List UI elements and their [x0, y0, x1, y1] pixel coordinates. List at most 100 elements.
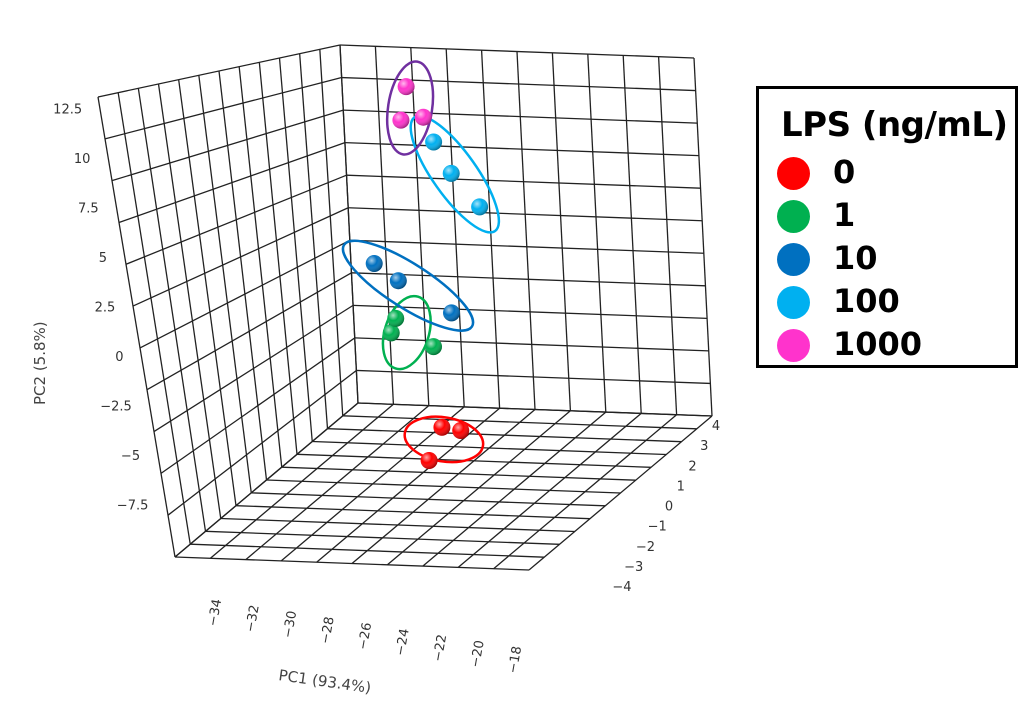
y-tick-label: −2.5: [100, 400, 132, 415]
data-point-shade: [443, 304, 460, 322]
grid-line: [551, 52, 572, 411]
y-tick-label: 0: [115, 350, 123, 365]
legend-swatch: [777, 200, 810, 233]
data-points: [365, 78, 489, 469]
group-ellipse-10: [341, 239, 475, 332]
grid-line: [319, 49, 344, 416]
grid-line: [146, 272, 352, 391]
data-point-shade: [425, 133, 443, 151]
x-tick-label: −18: [506, 645, 526, 675]
z-tick-label: −4: [612, 580, 631, 595]
data-point-shade: [397, 78, 415, 96]
grid-line: [153, 304, 354, 433]
grid-line: [238, 66, 283, 468]
grid-line: [657, 56, 678, 415]
grid-line: [493, 414, 678, 570]
legend-item-3: 100: [777, 282, 997, 322]
group-ellipses: [341, 60, 501, 464]
grid-line: [339, 44, 695, 59]
grid-line: [353, 304, 708, 320]
grid-line: [280, 406, 465, 562]
grid-line: [97, 96, 176, 558]
x-tick-label: −28: [318, 616, 338, 646]
y-tick-label: 10: [74, 152, 91, 167]
y-tick-label: 5: [99, 251, 107, 266]
legend-item-0: 0: [777, 153, 997, 193]
grid-line: [587, 54, 607, 413]
grid-line: [693, 57, 713, 417]
y-tick-label: −7.5: [117, 498, 149, 513]
grid-line: [316, 407, 501, 563]
grid-line: [218, 70, 268, 481]
legend-label: 1: [833, 196, 856, 234]
y-tick-label: 12.5: [53, 103, 82, 118]
grid-line: [356, 369, 711, 385]
z-tick-label: −3: [624, 560, 643, 575]
data-point-shade: [442, 164, 460, 182]
grid-line: [198, 75, 252, 493]
data-point-shade: [365, 255, 383, 272]
group-ellipse-100: [409, 114, 501, 234]
z-tick-label: 1: [677, 479, 685, 494]
grid-line: [351, 409, 536, 564]
x-tick-label: −34: [206, 598, 226, 628]
z-tick-label: 4: [712, 419, 720, 434]
grid-line: [178, 79, 237, 506]
data-point-shade: [471, 198, 489, 216]
legend-label: 0: [833, 153, 856, 191]
legend-item-2: 10: [777, 239, 997, 279]
group-ellipse-0: [403, 415, 485, 464]
data-point-shade: [433, 418, 451, 436]
grid-line: [344, 141, 699, 157]
z-tick-label: 0: [665, 500, 673, 515]
data-point-shade: [392, 111, 410, 129]
grid-line: [351, 272, 706, 287]
legend-swatch: [777, 329, 810, 362]
x-tick-label: −24: [393, 627, 413, 657]
data-point-shade: [387, 309, 405, 327]
z-tick-label: −1: [648, 520, 667, 535]
grid-line: [341, 76, 696, 92]
legend: LPS (ng/mL) 0 1 10 100 1000: [756, 86, 1018, 368]
grid-line: [622, 55, 642, 414]
group-ellipse-1000: [385, 60, 435, 156]
grid-line: [160, 337, 356, 474]
x-tick-label: −20: [468, 639, 488, 669]
legend-swatch: [777, 157, 810, 190]
grid-line: [386, 410, 571, 566]
x-tick-label: −26: [356, 621, 376, 651]
grid-line: [457, 412, 642, 568]
grid-line: [445, 48, 465, 407]
grid-line: [354, 337, 709, 352]
z-tick-label: 2: [688, 459, 696, 474]
y-tick-label: 2.5: [95, 301, 116, 316]
grid-line: [104, 76, 342, 140]
grid-line: [132, 207, 349, 307]
grid-line: [516, 51, 536, 410]
grid-line: [348, 207, 703, 222]
grid-line: [339, 44, 359, 404]
grid-line: [117, 92, 191, 545]
legend-label: 1000: [833, 325, 923, 363]
x-tick-label: −32: [243, 604, 263, 634]
grid-line: [118, 142, 346, 224]
grid: [97, 44, 713, 571]
legend-label: 10: [833, 239, 878, 277]
grid-line: [209, 403, 394, 559]
grid-line: [349, 239, 704, 254]
grid-line: [422, 411, 607, 567]
grid-line: [346, 174, 701, 189]
grid-line: [410, 47, 430, 406]
y-tick-label: −5: [121, 449, 140, 464]
y-axis-title: PC2 (5.8%): [31, 321, 49, 405]
grid-line: [245, 405, 430, 561]
data-point-shade: [452, 422, 470, 439]
grid-line: [139, 239, 351, 349]
grid-line: [278, 57, 313, 442]
grid-line: [258, 62, 298, 455]
data-point-shade: [425, 338, 442, 356]
grid-line: [157, 83, 222, 519]
x-tick-label: −30: [281, 610, 301, 640]
